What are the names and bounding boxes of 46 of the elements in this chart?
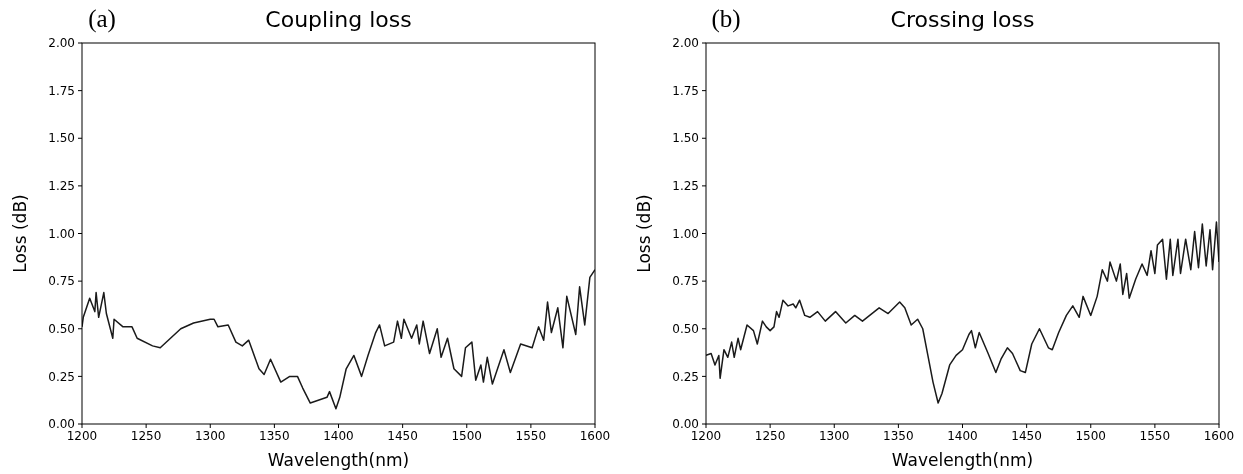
x-tick-label: 1300 bbox=[194, 429, 226, 443]
y-tick-label: 0.50 bbox=[672, 321, 699, 336]
y-tick-label: 1.25 bbox=[672, 179, 699, 194]
y-tick-label: 1.00 bbox=[48, 226, 75, 241]
y-axis-title: Loss (dB) bbox=[10, 194, 30, 273]
x-tick-label: 1400 bbox=[323, 429, 354, 443]
x-tick-label: 1250 bbox=[754, 429, 786, 443]
line-series bbox=[706, 221, 1219, 404]
y-tick-label: 0.75 bbox=[48, 274, 75, 289]
x-tick-label: 1500 bbox=[451, 429, 483, 443]
x-tick-label: 1300 bbox=[818, 429, 850, 443]
y-tick-label: 1.25 bbox=[48, 179, 75, 194]
x-tick-label: 1250 bbox=[130, 429, 162, 443]
y-tick-label: 0.50 bbox=[48, 321, 75, 336]
x-tick-label: 1500 bbox=[1075, 429, 1107, 443]
x-tick-label: 1350 bbox=[259, 429, 290, 443]
x-tick-label: 1200 bbox=[690, 429, 722, 443]
x-tick-label: 1550 bbox=[1139, 429, 1171, 443]
y-tick-label: 0.75 bbox=[672, 274, 699, 289]
x-tick-label: 1600 bbox=[579, 429, 611, 443]
x-axis-title: Wavelength(nm) bbox=[891, 450, 1034, 470]
x-axis-title: Wavelength(nm) bbox=[267, 450, 410, 470]
chart-title: Crossing loss bbox=[890, 7, 1035, 32]
x-tick-label: 1600 bbox=[1203, 429, 1235, 443]
x-tick-label: 1550 bbox=[515, 429, 547, 443]
y-tick-label: 0.00 bbox=[672, 417, 699, 432]
x-tick-label: 1450 bbox=[387, 429, 418, 443]
line-series bbox=[82, 268, 595, 410]
y-tick-label: 2.00 bbox=[48, 36, 75, 51]
y-axis-title: Loss (dB) bbox=[634, 194, 654, 273]
chart-title: Coupling loss bbox=[265, 7, 412, 32]
y-tick-label: 0.00 bbox=[48, 417, 75, 432]
text: (a) bbox=[88, 5, 116, 33]
y-tick-label: 1.75 bbox=[672, 83, 699, 98]
y-tick-label: 2.00 bbox=[672, 36, 699, 51]
y-tick-label: 0.25 bbox=[48, 369, 75, 384]
y-tick-label: 0.25 bbox=[672, 369, 699, 384]
y-tick-label: 1.00 bbox=[672, 226, 699, 241]
text: (b) bbox=[711, 5, 741, 33]
x-tick-label: 1200 bbox=[66, 429, 98, 443]
x-tick-label: 1350 bbox=[883, 429, 914, 443]
x-tick-label: 1450 bbox=[1011, 429, 1042, 443]
y-tick-label: 1.75 bbox=[48, 83, 75, 98]
y-tick-label: 1.50 bbox=[672, 131, 699, 146]
x-tick-label: 1400 bbox=[947, 429, 978, 443]
y-tick-label: 1.50 bbox=[48, 131, 75, 146]
